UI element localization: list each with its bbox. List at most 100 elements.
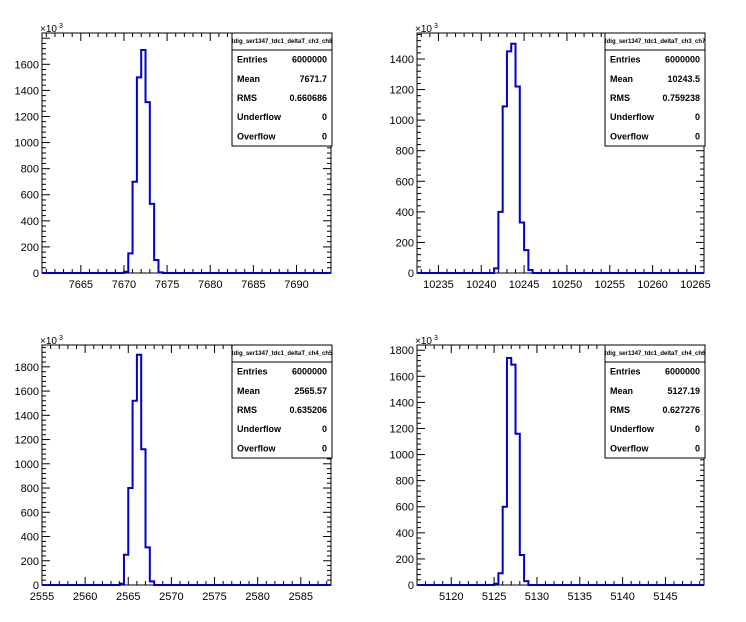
y-tick-label: 1000: [390, 450, 414, 462]
stats-box-frame: [604, 344, 706, 459]
y-tick-label: 600: [396, 502, 414, 514]
y-tick-label: 1800: [15, 362, 39, 374]
stats-row-value: 6000000: [292, 367, 327, 377]
x-tick-label: 10235: [423, 279, 454, 291]
stats-row-value: 0.660686: [289, 93, 327, 103]
y-multiplier-label: ×10: [40, 24, 57, 35]
stats-row-label: Overflow: [610, 131, 650, 141]
y-tick-label: 400: [21, 532, 39, 544]
stats-row-label: Entries: [237, 55, 268, 65]
stats-title: tdig_ser1347_tdc1_deltaT_ch4_ch5: [232, 351, 333, 357]
x-tick-label: 7665: [69, 279, 93, 291]
stats-row-label: Entries: [610, 55, 641, 65]
stats-row-value: 2565.57: [294, 386, 327, 396]
stats-row-value: 0: [322, 443, 327, 453]
stats-title: tdig_ser1347_tdc1_deltaT_ch3_ch7: [605, 39, 706, 45]
stats-row-value: 0.627276: [662, 405, 700, 415]
histogram-line: [417, 357, 704, 586]
x-tick-label: 7670: [112, 279, 136, 291]
x-tick-label: 10245: [509, 279, 540, 291]
stats-row-value: 0: [695, 112, 700, 122]
stats-row-label: Overflow: [610, 443, 650, 453]
stats-row-label: Entries: [237, 367, 268, 377]
stats-row-value: 0: [695, 443, 700, 453]
y-tick-label: 1400: [390, 54, 414, 66]
stats-row-label: Overflow: [237, 131, 277, 141]
y-tick-label: 200: [21, 556, 39, 568]
y-tick-label: 0: [33, 268, 39, 280]
histogram-panel-ch3-ch8: 7665 7670 7675 7680 7685 7690 0 200 400 600 800 100…: [15, 23, 334, 291]
x-tick-label: 5135: [568, 591, 592, 603]
stats-row-label: RMS: [610, 93, 630, 103]
x-tick-label: 5140: [610, 591, 634, 603]
y-tick-label: 0: [33, 580, 39, 592]
y-tick-label: 1600: [390, 371, 414, 383]
stats-title: tdig_ser1347_tdc1_deltaT_ch4_ch6: [605, 351, 706, 357]
y-multiplier-label: ×10: [415, 336, 432, 347]
stats-row-label: Underflow: [237, 424, 282, 434]
y-tick-label: 1000: [15, 138, 39, 150]
stats-row-label: Underflow: [610, 424, 655, 434]
stats-row-value: 0: [695, 131, 700, 141]
y-multiplier-label: ×10: [40, 336, 57, 347]
x-tick-label: 10260: [637, 279, 668, 291]
y-tick-label: 800: [21, 164, 39, 176]
x-tick-label: 2565: [116, 591, 140, 603]
stats-row-value: 0: [322, 112, 327, 122]
stats-box: tdig_ser1347_tdc1_deltaT_ch4_ch6 Entries 6…: [604, 344, 706, 459]
y-tick-label: 1200: [390, 85, 414, 97]
stats-row-label: RMS: [237, 93, 257, 103]
x-tick-label: 2560: [73, 591, 97, 603]
stats-box: tdig_ser1347_tdc1_deltaT_ch3_ch8 Entries 6…: [231, 32, 333, 147]
y-tick-label: 600: [396, 176, 414, 188]
stats-row-value: 7671.7: [299, 74, 327, 84]
stats-row-label: Underflow: [610, 112, 655, 122]
x-tick-label: 7680: [198, 279, 222, 291]
histogram-panel-ch4-ch6: 5120 5125 5130 5135 5140 5145 0 200 400 600 800 100…: [390, 335, 707, 603]
x-tick-label: 10250: [552, 279, 583, 291]
x-tick-label: 2555: [30, 591, 54, 603]
y-tick-label: 1200: [15, 111, 39, 123]
x-tick-label: 10255: [594, 279, 625, 291]
y-tick-label: 800: [396, 146, 414, 158]
stats-box: tdig_ser1347_tdc1_deltaT_ch4_ch5 Entries 6…: [231, 344, 333, 459]
stats-row-label: RMS: [610, 405, 630, 415]
x-tick-label: 5145: [653, 591, 677, 603]
y-tick-label: 200: [21, 242, 39, 254]
y-multiplier-exponent: 3: [434, 335, 438, 342]
y-tick-label: 1800: [390, 345, 414, 357]
stats-box-frame: [231, 32, 333, 147]
stats-row-value: 10243.5: [667, 74, 700, 84]
x-tick-label: 7685: [241, 279, 265, 291]
y-multiplier-exponent: 3: [59, 335, 63, 342]
x-tick-label: 7675: [155, 279, 179, 291]
y-tick-label: 1400: [390, 397, 414, 409]
y-tick-label: 800: [396, 476, 414, 488]
x-tick-label: 10240: [466, 279, 497, 291]
stats-row-value: 6000000: [665, 55, 700, 65]
y-tick-label: 0: [408, 580, 414, 592]
x-tick-label: 2580: [245, 591, 269, 603]
x-tick-label: 10265: [680, 279, 711, 291]
x-tick-label: 2570: [159, 591, 183, 603]
stats-row-value: 0.759238: [662, 93, 700, 103]
y-tick-label: 1200: [390, 423, 414, 435]
histogram-panel-ch4-ch5: 2555 2560 2565 2570 2575 2580 2585 0 200 400 600 80…: [15, 335, 334, 603]
histogram-panel-ch3-ch7: 10235 10240 10245 10250 10255 10260 10265 0 200 4…: [390, 23, 711, 291]
y-multiplier-label: ×10: [415, 24, 432, 35]
y-tick-label: 600: [21, 190, 39, 202]
y-tick-label: 1600: [15, 386, 39, 398]
stats-row-label: Mean: [237, 386, 260, 396]
y-tick-label: 400: [396, 528, 414, 540]
stats-row-label: Mean: [610, 74, 633, 84]
stats-row-label: Mean: [237, 74, 260, 84]
stats-row-label: Overflow: [237, 443, 277, 453]
y-tick-label: 1400: [15, 410, 39, 422]
x-tick-label: 2585: [289, 591, 313, 603]
stats-box: tdig_ser1347_tdc1_deltaT_ch3_ch7 Entries 6…: [604, 32, 706, 147]
stats-row-value: 6000000: [292, 55, 327, 65]
y-tick-label: 1000: [390, 115, 414, 127]
x-tick-label: 5130: [525, 591, 549, 603]
stats-row-label: Underflow: [237, 112, 282, 122]
